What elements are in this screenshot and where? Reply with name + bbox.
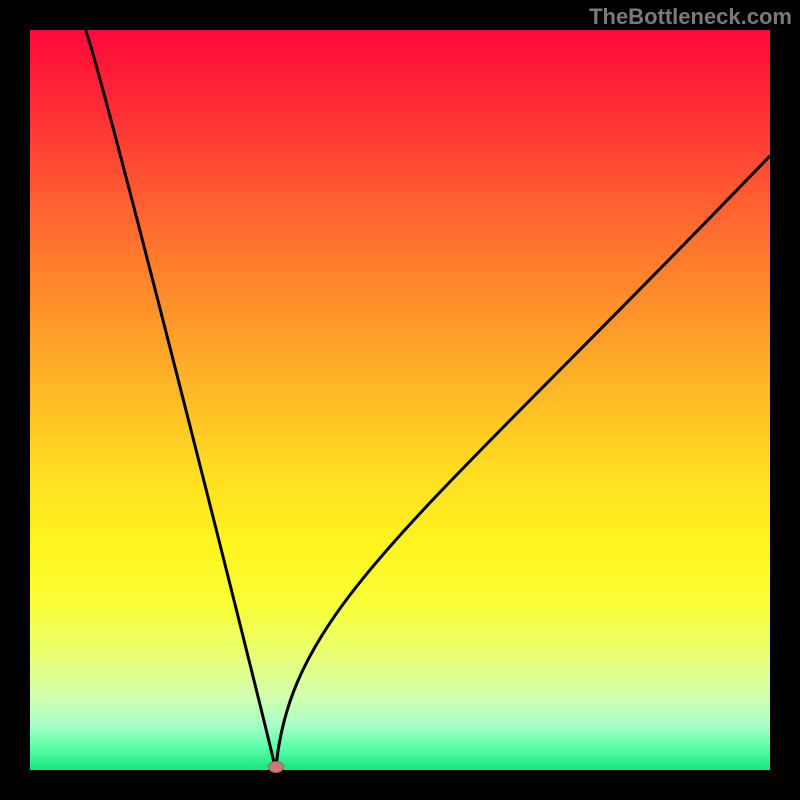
outer-frame: TheBottleneck.com [0, 0, 800, 800]
bottleneck-curve [86, 30, 770, 770]
plot-area [30, 30, 770, 770]
curve-svg [30, 30, 770, 770]
vertex-marker [268, 761, 284, 773]
watermark-text: TheBottleneck.com [589, 4, 792, 30]
